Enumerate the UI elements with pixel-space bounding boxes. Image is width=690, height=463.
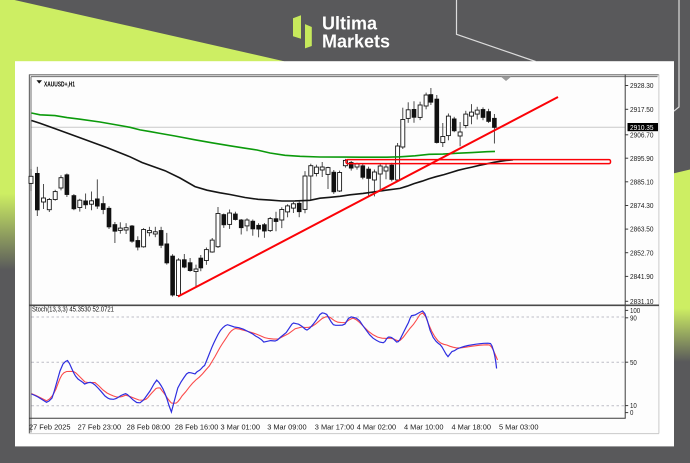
svg-text:2885.10: 2885.10 (630, 177, 654, 186)
svg-text:Ultima: Ultima (322, 14, 378, 34)
svg-text:90: 90 (630, 313, 637, 322)
svg-text:XAUUSD+,H1: XAUUSD+,H1 (44, 80, 75, 89)
svg-text:3 Mar 01:00: 3 Mar 01:00 (221, 423, 260, 432)
svg-text:28 Feb 08:00: 28 Feb 08:00 (127, 423, 171, 432)
svg-text:4 Mar 10:00: 4 Mar 10:00 (404, 423, 443, 432)
svg-text:2863.50: 2863.50 (630, 225, 654, 234)
svg-text:2910.35: 2910.35 (630, 123, 654, 132)
svg-text:2874.30: 2874.30 (630, 201, 654, 210)
svg-text:2831.10: 2831.10 (630, 297, 654, 306)
svg-text:10: 10 (630, 401, 637, 410)
svg-text:2895.90: 2895.90 (630, 154, 654, 163)
svg-text:4 Mar 18:00: 4 Mar 18:00 (452, 423, 491, 432)
svg-text:2841.90: 2841.90 (630, 272, 654, 281)
svg-text:2917.50: 2917.50 (630, 105, 654, 114)
svg-text:100: 100 (630, 306, 640, 315)
svg-text:4 Mar 02:00: 4 Mar 02:00 (357, 423, 396, 432)
svg-text:2928.30: 2928.30 (630, 81, 654, 90)
svg-text:50: 50 (630, 358, 637, 367)
svg-text:28 Feb 16:00: 28 Feb 16:00 (175, 423, 219, 432)
svg-text:5 Mar 03:00: 5 Mar 03:00 (499, 423, 538, 432)
svg-text:2852.70: 2852.70 (630, 248, 654, 257)
svg-text:2906.70: 2906.70 (630, 130, 654, 139)
svg-text:3 Mar 09:00: 3 Mar 09:00 (267, 423, 306, 432)
svg-text:Markets: Markets (322, 32, 390, 52)
svg-text:27 Feb 23:00: 27 Feb 23:00 (78, 423, 122, 432)
svg-text:0: 0 (630, 408, 633, 417)
svg-text:27 Feb 2025: 27 Feb 2025 (29, 423, 71, 432)
svg-text:Stoch(13,3,3) 45.3530 52.0721: Stoch(13,3,3) 45.3530 52.0721 (32, 305, 114, 314)
svg-text:3 Mar 17:00: 3 Mar 17:00 (315, 423, 354, 432)
